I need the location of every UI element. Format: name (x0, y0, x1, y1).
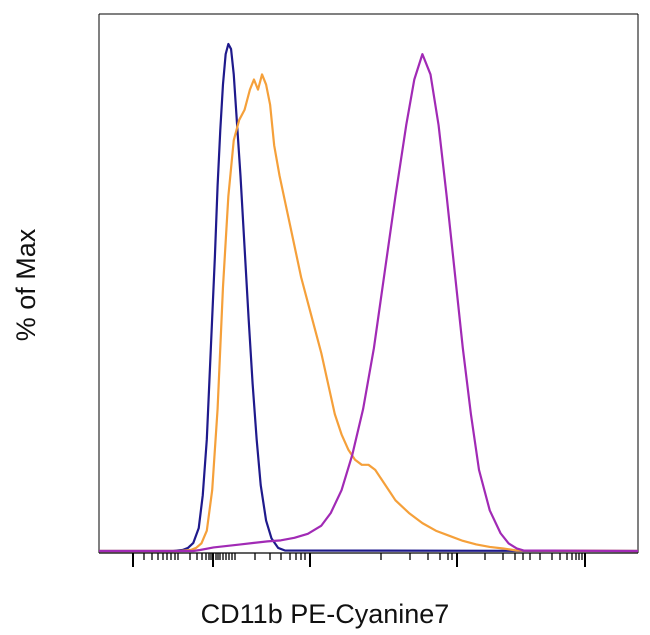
series-line-blue (99, 42, 639, 553)
series-line-purple (99, 53, 639, 553)
plot-frame (98, 13, 639, 554)
x-axis-label: CD11b PE-Cyanine7 (201, 599, 450, 629)
y-axis-label: % of Max (11, 228, 41, 341)
series-line-orange (99, 73, 639, 553)
x-axis-ticks (132, 553, 586, 567)
series-layer (99, 42, 639, 553)
